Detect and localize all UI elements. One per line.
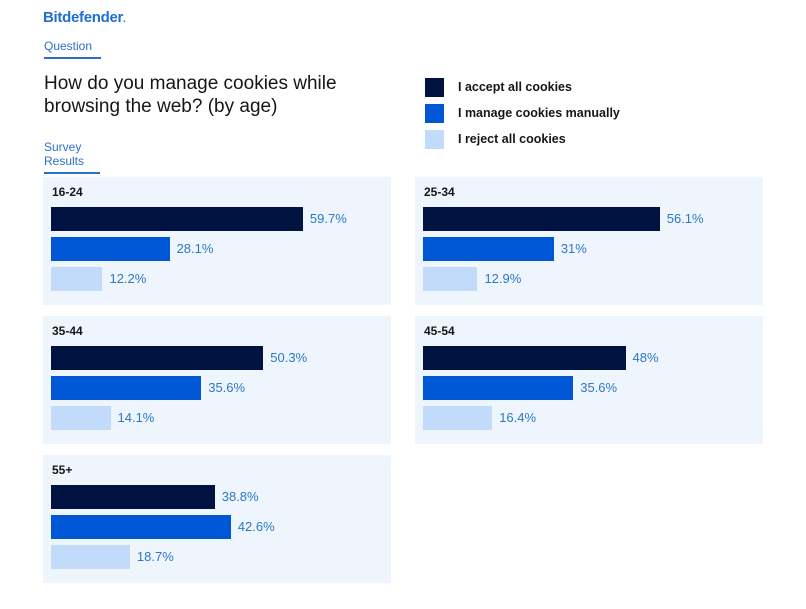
bitdefender-logo: Bitdefender. — [43, 9, 126, 26]
bar-accept — [51, 207, 303, 231]
bar-accept — [51, 485, 215, 509]
bar-accept — [51, 346, 264, 370]
bar-accept — [423, 207, 660, 231]
panel-title: 25-34 — [424, 185, 455, 199]
legend-swatch-accept — [425, 77, 444, 97]
bar-reject — [51, 406, 111, 430]
bar-reject — [51, 267, 103, 291]
bar-value-label: 59.7% — [309, 211, 347, 226]
bar-manual — [51, 515, 231, 539]
bar-reject — [423, 267, 478, 291]
bar-manual — [51, 237, 170, 261]
bar-value-label: 18.7% — [136, 549, 174, 564]
survey-results-label: Survey Results — [44, 140, 100, 174]
bar-manual — [423, 376, 574, 400]
legend-item-manual: I manage cookies manually — [425, 100, 620, 126]
bar-value-label: 48% — [632, 350, 659, 365]
panel-55plus: 55+ 38.8% 42.6% 18.7% — [43, 455, 391, 583]
bar-value-label: 16.4% — [499, 410, 537, 425]
panel-45-54: 45-54 48% 35.6% 16.4% — [415, 316, 763, 444]
panel-title: 55+ — [52, 463, 73, 477]
logo-text: Bitdefender — [43, 9, 124, 26]
panel-35-44: 35-44 50.3% 35.6% 14.1% — [43, 316, 391, 444]
legend-label: I manage cookies manually — [458, 106, 620, 120]
bar-reject — [423, 406, 493, 430]
bar-manual — [423, 237, 554, 261]
panel-title: 16-24 — [52, 185, 83, 199]
bar-value-label: 28.1% — [176, 241, 214, 256]
bar-value-label: 12.9% — [484, 271, 522, 286]
question-label: Question — [44, 39, 101, 59]
bar-value-label: 35.6% — [208, 380, 246, 395]
panel-title: 35-44 — [52, 324, 83, 338]
bar-accept — [423, 346, 626, 370]
legend-item-accept: I accept all cookies — [425, 74, 620, 100]
bar-value-label: 38.8% — [221, 489, 259, 504]
bar-value-label: 35.6% — [580, 380, 618, 395]
panel-title: 45-54 — [424, 324, 455, 338]
legend-swatch-reject — [425, 129, 444, 149]
logo-dot: . — [123, 14, 126, 25]
legend-label: I accept all cookies — [458, 80, 572, 94]
legend: I accept all cookies I manage cookies ma… — [425, 74, 620, 152]
bar-value-label: 31% — [560, 241, 587, 256]
bar-value-label: 56.1% — [666, 211, 704, 226]
panel-25-34: 25-34 56.1% 31% 12.9% — [415, 177, 763, 305]
bar-reject — [51, 545, 130, 569]
legend-item-reject: I reject all cookies — [425, 126, 620, 152]
panel-16-24: 16-24 59.7% 28.1% 12.2% — [43, 177, 391, 305]
legend-label: I reject all cookies — [458, 132, 566, 146]
bar-value-label: 14.1% — [117, 410, 155, 425]
bar-value-label: 50.3% — [270, 350, 308, 365]
chart-title: How do you manage cookies while browsing… — [44, 73, 337, 117]
bar-value-label: 42.6% — [237, 519, 275, 534]
bar-value-label: 12.2% — [109, 271, 147, 286]
legend-swatch-manual — [425, 103, 444, 123]
bar-manual — [51, 376, 202, 400]
